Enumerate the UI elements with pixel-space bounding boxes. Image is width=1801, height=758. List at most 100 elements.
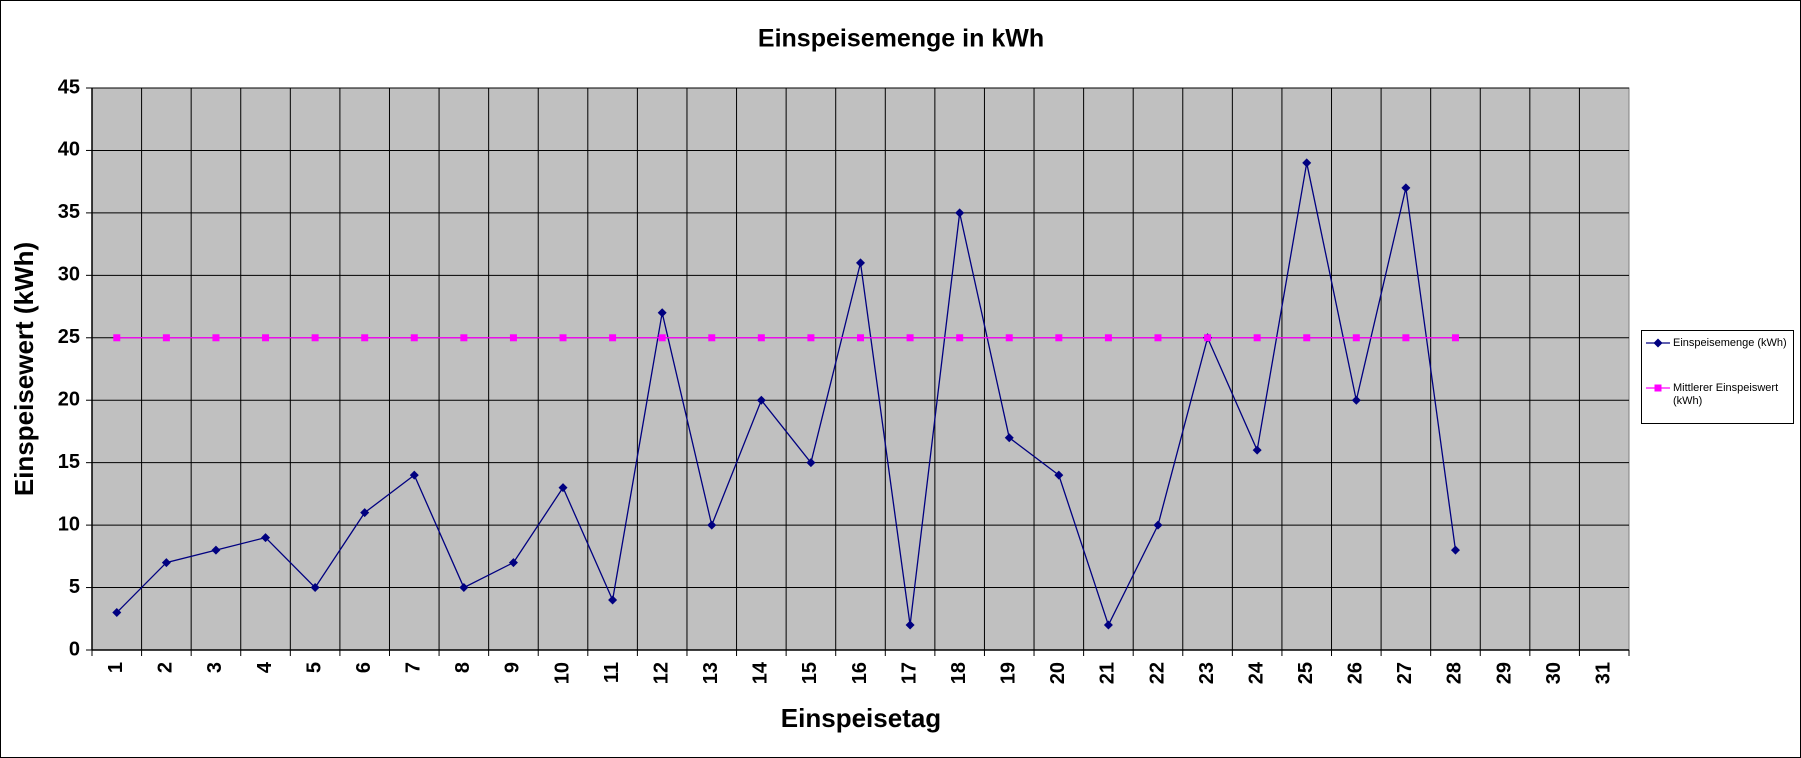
marker xyxy=(657,308,667,318)
x-tick-label: 15 xyxy=(799,662,821,684)
legend-label: Einspeisemenge (kWh) xyxy=(1673,337,1787,349)
marker xyxy=(955,208,965,218)
y-tick-label: 40 xyxy=(58,139,80,161)
marker xyxy=(856,258,865,268)
marker xyxy=(1451,334,1459,342)
marker xyxy=(459,583,469,593)
marker xyxy=(262,334,270,342)
x-tick-label: 21 xyxy=(1097,662,1119,684)
x-tick-label: 2 xyxy=(155,662,177,673)
y-tick-label: 35 xyxy=(58,201,80,223)
x-tick-label: 14 xyxy=(750,661,772,684)
marker xyxy=(509,334,517,342)
marker xyxy=(559,334,567,342)
x-tick-label: 28 xyxy=(1444,662,1466,684)
x-tick-label: 13 xyxy=(700,662,722,684)
marker xyxy=(1252,445,1262,455)
marker xyxy=(310,583,320,593)
x-tick-label: 18 xyxy=(948,662,970,684)
marker xyxy=(508,558,518,568)
marker xyxy=(1054,470,1064,480)
marker xyxy=(1103,620,1113,630)
marker xyxy=(707,520,717,530)
legend-item: Einspeisemenge (kWh) xyxy=(1646,337,1791,350)
x-tick-label: 31 xyxy=(1592,662,1614,684)
x-tick-label: 1 xyxy=(105,662,127,673)
marker xyxy=(361,334,369,342)
marker xyxy=(360,508,370,518)
marker xyxy=(658,334,666,342)
x-axis-title: Einspeisetag xyxy=(781,703,941,733)
x-tick-label: 3 xyxy=(204,662,226,673)
marker xyxy=(609,334,617,342)
marker xyxy=(409,470,419,480)
marker xyxy=(1653,338,1663,348)
marker xyxy=(1654,384,1662,392)
marker xyxy=(708,334,716,342)
legend-label: Mittlerer Einspeiswert (kWh) xyxy=(1673,382,1779,407)
y-tick-label: 25 xyxy=(58,326,80,348)
marker xyxy=(1302,158,1312,168)
series-line xyxy=(116,162,1457,627)
marker xyxy=(1253,334,1261,342)
marker xyxy=(1351,395,1361,405)
x-tick-label: 20 xyxy=(1047,662,1069,684)
plot-area xyxy=(91,87,1630,651)
marker xyxy=(1352,334,1360,342)
x-tick-label: 12 xyxy=(650,662,672,684)
marker xyxy=(806,458,816,468)
x-tick-label: 25 xyxy=(1295,662,1317,684)
marker xyxy=(1402,334,1410,342)
y-tick-label: 10 xyxy=(58,513,80,535)
marker xyxy=(1005,334,1013,342)
marker xyxy=(807,334,815,342)
x-tick-label: 17 xyxy=(898,662,920,684)
marker xyxy=(1450,545,1460,555)
x-tick-label: 27 xyxy=(1394,662,1416,684)
x-tick-label: 16 xyxy=(849,662,871,684)
marker xyxy=(211,545,221,555)
y-tick-label: 0 xyxy=(69,638,80,660)
x-tick-label: 26 xyxy=(1345,662,1367,684)
y-tick-label: 20 xyxy=(58,389,80,411)
legend: Einspeisemenge (kWh) Mittlerer Einspeiswe… xyxy=(1641,330,1794,424)
marker xyxy=(460,334,468,342)
y-axis-title: Einspeisewert (kWh) xyxy=(9,242,39,496)
marker xyxy=(857,334,864,342)
x-tick-label: 23 xyxy=(1196,662,1218,684)
marker xyxy=(161,558,171,568)
marker xyxy=(1055,334,1063,342)
chart-title: Einspeisemenge in kWh xyxy=(758,25,1044,53)
x-tick-label: 7 xyxy=(403,662,425,673)
marker xyxy=(1004,433,1014,443)
marker xyxy=(1303,334,1311,342)
y-tick-label: 30 xyxy=(58,264,80,286)
x-tick-label: 29 xyxy=(1493,662,1515,684)
y-tick-label: 5 xyxy=(69,576,80,598)
y-tick-label: 45 xyxy=(58,76,80,98)
marker xyxy=(558,483,568,493)
x-tick-label: 4 xyxy=(254,661,276,673)
marker xyxy=(1204,334,1212,342)
legend-swatch xyxy=(1646,384,1670,392)
marker xyxy=(756,395,766,405)
x-tick-label: 24 xyxy=(1245,661,1267,684)
marker xyxy=(410,334,418,342)
x-tick-label: 5 xyxy=(303,662,325,673)
x-tick-label: 22 xyxy=(1146,662,1168,684)
marker xyxy=(112,608,122,618)
marker xyxy=(1104,334,1112,342)
marker xyxy=(113,334,121,342)
marker xyxy=(162,334,170,342)
x-tick-label: 8 xyxy=(452,662,474,673)
marker xyxy=(311,334,319,342)
x-tick-label: 11 xyxy=(601,662,623,683)
marker xyxy=(956,334,964,342)
marker xyxy=(906,334,914,342)
x-tick-label: 30 xyxy=(1543,662,1565,684)
marker xyxy=(1153,520,1163,530)
marker xyxy=(1401,183,1411,193)
marker xyxy=(212,334,220,342)
